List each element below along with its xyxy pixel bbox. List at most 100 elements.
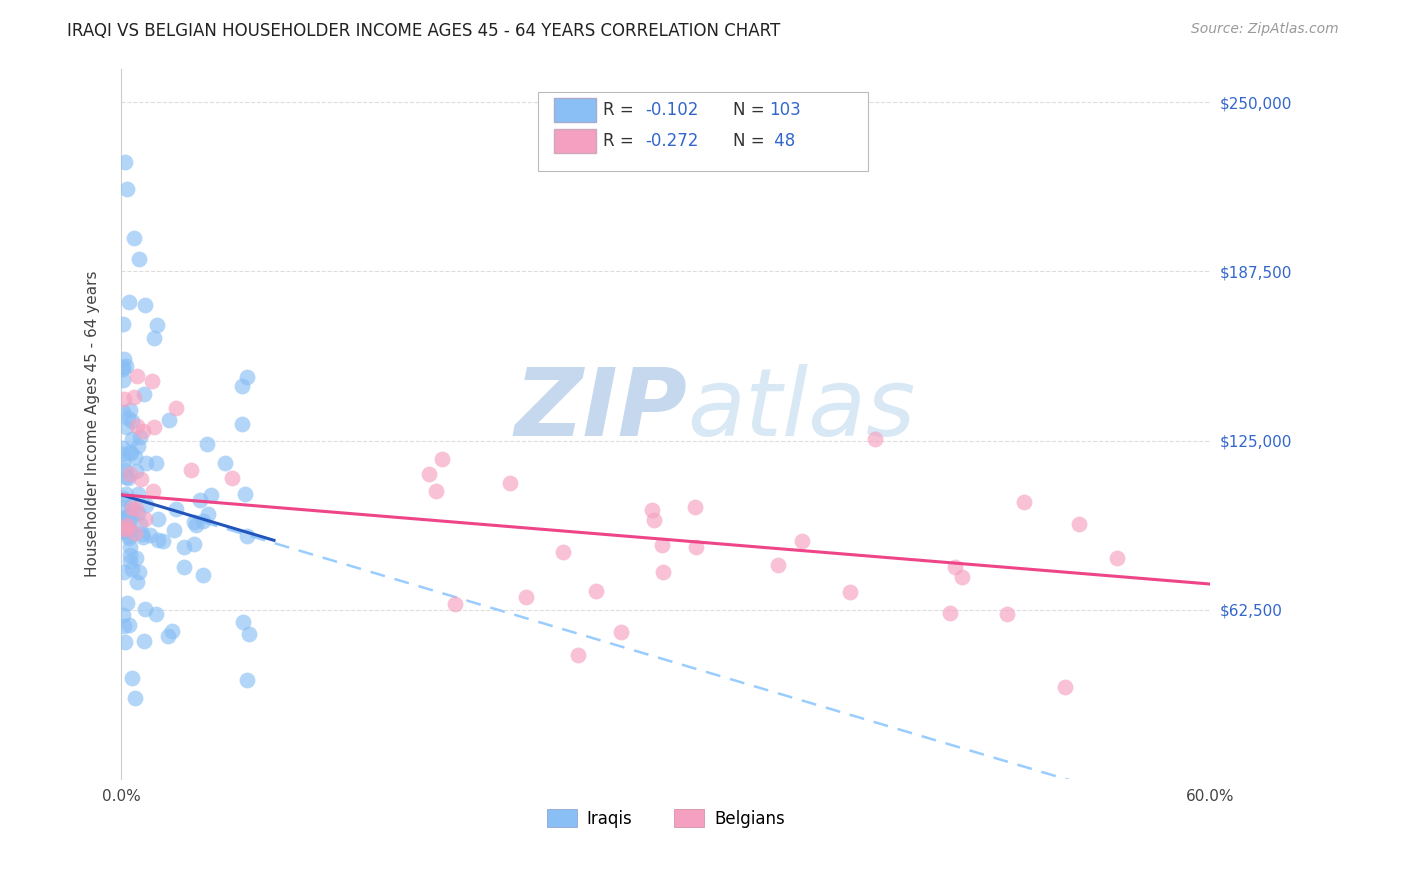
Point bbox=[1069, 516, 1091, 531]
Point bbox=[146, 318, 169, 332]
Point bbox=[939, 607, 962, 621]
Text: R =: R = bbox=[603, 132, 640, 150]
Point bbox=[127, 419, 149, 434]
Point bbox=[165, 401, 187, 416]
Point bbox=[1054, 680, 1077, 694]
Point bbox=[117, 512, 139, 526]
Point bbox=[142, 484, 165, 499]
Point bbox=[425, 484, 447, 499]
Point bbox=[146, 512, 169, 526]
Point bbox=[551, 544, 574, 558]
Point bbox=[111, 455, 134, 469]
Point bbox=[1107, 550, 1129, 565]
Point bbox=[115, 520, 138, 534]
Point bbox=[112, 362, 135, 376]
Point bbox=[124, 690, 146, 705]
Point bbox=[127, 439, 149, 453]
Point bbox=[114, 470, 136, 484]
Point bbox=[231, 417, 253, 431]
Point bbox=[183, 537, 205, 551]
Point bbox=[131, 530, 153, 544]
Point bbox=[127, 487, 149, 501]
Point bbox=[129, 472, 152, 486]
Point bbox=[125, 574, 148, 589]
Point bbox=[124, 526, 146, 541]
Point bbox=[236, 673, 259, 688]
Point bbox=[197, 507, 219, 521]
Point bbox=[118, 554, 141, 568]
Point bbox=[117, 508, 139, 523]
Point bbox=[145, 456, 167, 470]
Point bbox=[173, 560, 195, 574]
Point bbox=[115, 487, 138, 501]
Point bbox=[128, 252, 150, 267]
Point bbox=[139, 527, 162, 541]
Point bbox=[114, 154, 136, 169]
Text: N =: N = bbox=[733, 132, 769, 150]
Point bbox=[120, 524, 142, 538]
Point bbox=[188, 492, 211, 507]
Point bbox=[125, 368, 148, 383]
Point bbox=[120, 540, 142, 554]
Point bbox=[863, 433, 886, 447]
Point bbox=[156, 629, 179, 643]
Point bbox=[111, 317, 134, 331]
Point bbox=[120, 499, 142, 513]
Point bbox=[221, 471, 243, 485]
Text: -0.272: -0.272 bbox=[645, 132, 699, 150]
Point bbox=[114, 635, 136, 649]
Point bbox=[132, 386, 155, 401]
Point bbox=[115, 420, 138, 434]
Point bbox=[121, 414, 143, 428]
Point bbox=[111, 500, 134, 515]
Point bbox=[135, 498, 157, 512]
Point bbox=[111, 360, 134, 375]
Point bbox=[184, 518, 207, 533]
Text: atlas: atlas bbox=[688, 364, 915, 455]
Point bbox=[183, 515, 205, 529]
Point bbox=[117, 532, 139, 546]
Point bbox=[111, 491, 134, 506]
Point bbox=[148, 533, 170, 548]
Point bbox=[121, 503, 143, 517]
Point bbox=[118, 511, 141, 525]
Point bbox=[115, 509, 138, 524]
Point bbox=[112, 619, 135, 633]
Point bbox=[142, 419, 165, 434]
Point bbox=[191, 515, 214, 529]
Point bbox=[232, 615, 254, 629]
Point bbox=[180, 463, 202, 477]
Point bbox=[135, 456, 157, 470]
Point bbox=[125, 551, 148, 566]
Point bbox=[839, 584, 862, 599]
Point bbox=[165, 501, 187, 516]
Point bbox=[115, 182, 138, 196]
Point bbox=[145, 607, 167, 621]
Text: -0.102: -0.102 bbox=[645, 101, 699, 119]
Point bbox=[129, 430, 152, 444]
Text: 48: 48 bbox=[769, 132, 796, 150]
Point bbox=[685, 500, 707, 515]
Point bbox=[114, 359, 136, 374]
Point bbox=[112, 566, 135, 580]
Point bbox=[114, 522, 136, 536]
Point bbox=[231, 379, 253, 393]
Point bbox=[111, 524, 134, 539]
Point bbox=[444, 597, 467, 611]
Point bbox=[112, 352, 135, 367]
Point bbox=[121, 446, 143, 460]
Point bbox=[515, 590, 537, 604]
Point bbox=[430, 451, 453, 466]
Point bbox=[134, 512, 156, 526]
Point bbox=[125, 464, 148, 478]
Point bbox=[418, 467, 440, 482]
Point bbox=[120, 548, 142, 562]
Point bbox=[111, 608, 134, 623]
Text: ZIP: ZIP bbox=[515, 364, 688, 456]
Point bbox=[115, 596, 138, 610]
Point bbox=[567, 648, 589, 663]
Point bbox=[214, 456, 236, 470]
Point bbox=[112, 392, 135, 406]
Point bbox=[134, 298, 156, 312]
Point bbox=[236, 529, 259, 543]
